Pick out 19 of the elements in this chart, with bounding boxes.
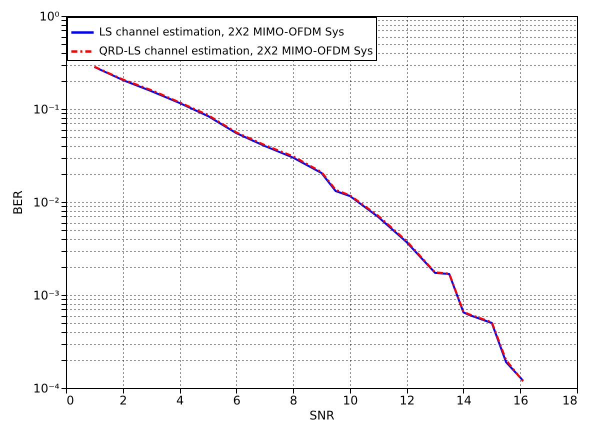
x-tick-label: 12 xyxy=(400,394,415,408)
x-tick-label: 2 xyxy=(119,394,128,408)
x-tick-label: 4 xyxy=(176,394,184,408)
y-tick-label: 10⁻² xyxy=(33,196,60,210)
x-axis-title: SNR xyxy=(310,408,334,422)
y-tick-label: 10⁰ xyxy=(39,10,60,24)
legend-label: LS channel estimation, 2X2 MIMO-OFDM Sys xyxy=(99,26,344,38)
x-tick-label: 16 xyxy=(513,394,528,408)
x-tick-label: 14 xyxy=(456,394,472,408)
y-axis-title: BER xyxy=(11,190,26,215)
x-tick-label: 10 xyxy=(342,394,358,408)
legend-label: QRD-LS channel estimation, 2X2 MIMO-OFDM Sys xyxy=(99,44,374,58)
x-tick-label: 18 xyxy=(562,394,578,408)
x-tick-label: 8 xyxy=(290,394,298,408)
x-tick-label: 0 xyxy=(66,394,74,408)
y-tick-label: 10⁻³ xyxy=(33,288,60,302)
y-tick-label: 10⁻⁴ xyxy=(33,382,60,396)
y-tick-label: 10⁻¹ xyxy=(33,102,60,116)
x-tick-label: 6 xyxy=(233,394,241,408)
